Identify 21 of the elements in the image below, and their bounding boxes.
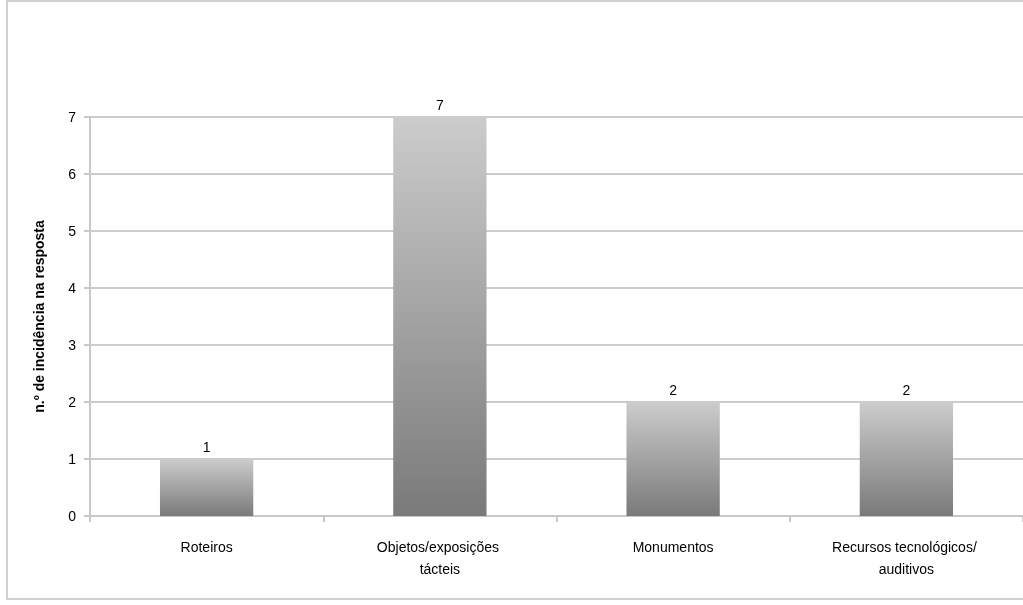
y-tick-label: 2 bbox=[68, 394, 77, 410]
bar bbox=[626, 402, 720, 516]
y-tick-label: 3 bbox=[68, 337, 77, 353]
bar bbox=[859, 402, 954, 516]
y-tick-label: 4 bbox=[68, 280, 77, 296]
x-tick-label: Recursos tecnológicos/ auditivos bbox=[832, 539, 981, 577]
bar bbox=[393, 117, 487, 516]
data-label: 2 bbox=[902, 382, 911, 398]
y-tick-label: 7 bbox=[68, 109, 77, 125]
x-tick-label: Monumentos bbox=[632, 539, 714, 555]
y-tick-label: 5 bbox=[68, 223, 77, 239]
data-label: 7 bbox=[435, 97, 444, 113]
x-tick-label: Objetos/exposições tácteis bbox=[376, 539, 503, 577]
y-tick-label: 6 bbox=[68, 166, 77, 182]
bar bbox=[159, 459, 254, 516]
y-tick-label: 0 bbox=[68, 508, 77, 524]
y-tick-label: 1 bbox=[68, 451, 77, 467]
x-tick-label: Roteiros bbox=[180, 539, 233, 555]
data-label: 1 bbox=[202, 439, 211, 455]
data-label: 2 bbox=[669, 382, 678, 398]
y-axis-title: n.º de incidência na resposta bbox=[31, 219, 47, 413]
